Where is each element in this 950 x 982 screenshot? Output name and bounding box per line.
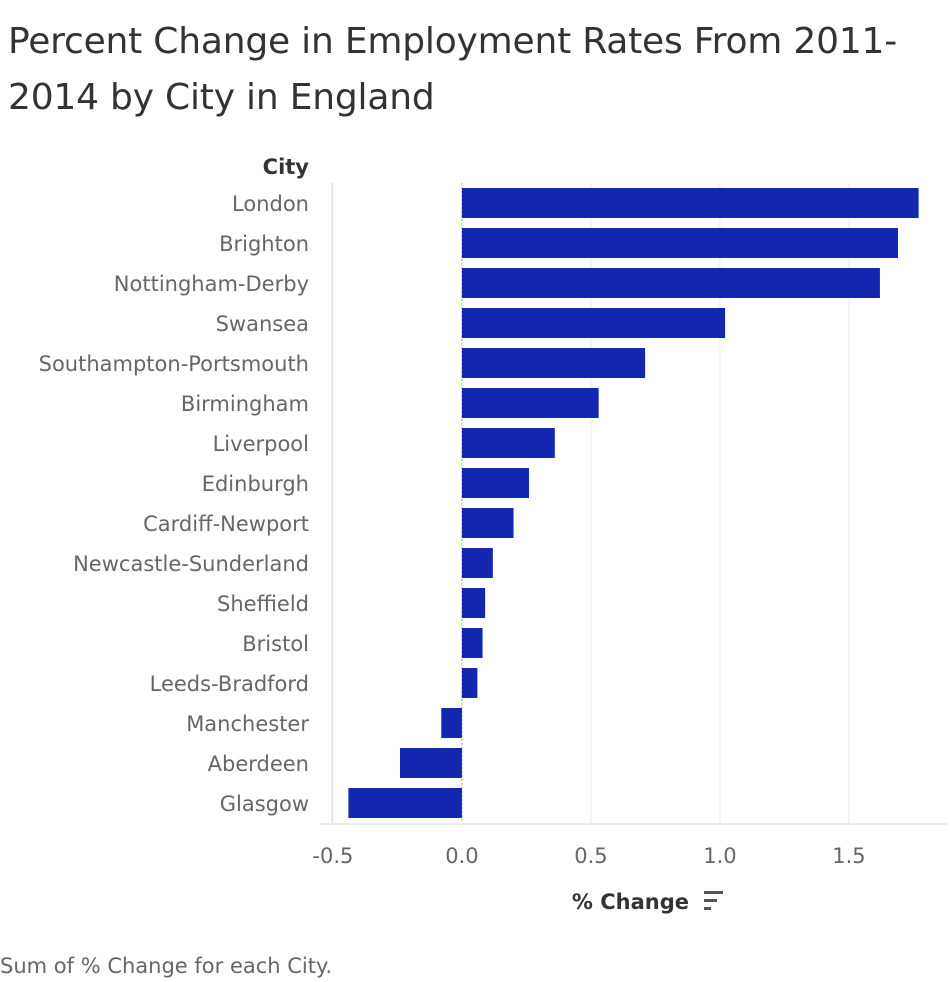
category-label: Leeds-Bradford [150,672,309,696]
category-label: Edinburgh [202,472,309,496]
chart-title: Percent Change in Employment Rates From … [8,21,898,118]
category-label: Aberdeen [208,752,309,776]
category-label: Brighton [219,232,309,256]
chart-footer: Sum of % Change for each City. [0,954,333,978]
y-axis-header[interactable]: City [263,155,310,179]
x-tick-label: 1.0 [703,844,736,868]
category-labels: London Brighton Nottingham-Derby Swansea Sou… [39,192,310,816]
bar[interactable] [461,588,486,618]
bar[interactable] [348,788,462,818]
x-axis-title[interactable]: % Change [572,890,689,914]
bar[interactable] [461,628,483,658]
category-label: Swansea [216,312,309,336]
bars [348,188,919,818]
category-label: Nottingham-Derby [114,272,309,296]
x-tick-label: 0.5 [574,844,607,868]
bar[interactable] [461,668,478,698]
bar[interactable] [441,708,462,738]
bar[interactable] [461,348,646,378]
x-tick-label: 0.0 [445,844,478,868]
category-label: Manchester [186,712,309,736]
x-tick-label: -0.5 [312,844,353,868]
category-label: Birmingham [181,392,309,416]
sort-descending-icon[interactable] [704,891,723,910]
bar[interactable] [461,548,493,578]
category-label: London [232,192,309,216]
category-label: Glasgow [220,792,309,816]
bar[interactable] [461,308,726,338]
bar[interactable] [461,188,919,218]
bar[interactable] [461,268,880,298]
bar[interactable] [461,228,898,258]
bar[interactable] [461,388,599,418]
category-label: Southampton-Portsmouth [39,352,309,376]
bar[interactable] [461,508,514,538]
bar[interactable] [461,428,555,458]
x-axis-ticks: -0.5 0.0 0.5 1.0 1.5 [312,844,865,868]
category-label: Bristol [242,632,309,656]
category-label: Cardiff-Newport [143,512,309,536]
category-label: Sheffield [217,592,309,616]
bar[interactable] [461,468,529,498]
category-label: Liverpool [213,432,309,456]
category-label: Newcastle-Sunderland [73,552,309,576]
x-tick-label: 1.5 [832,844,865,868]
bar[interactable] [399,748,462,778]
